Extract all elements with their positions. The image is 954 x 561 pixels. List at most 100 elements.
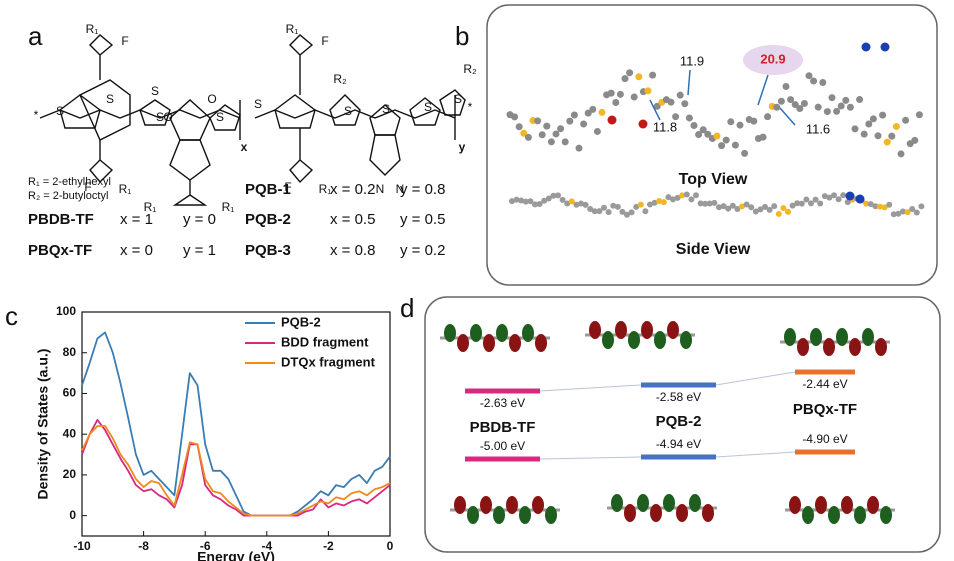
composition: y = 0.2	[400, 242, 445, 259]
polymer-name: PQB-2	[656, 413, 702, 430]
lobe	[545, 506, 557, 524]
atom	[570, 111, 578, 119]
atom	[794, 200, 801, 207]
legend-label: DTQx fragment	[281, 354, 376, 369]
pointer	[687, 69, 691, 96]
lobe	[854, 506, 866, 524]
atom	[826, 194, 833, 201]
atom	[566, 117, 574, 125]
atom	[846, 103, 854, 111]
view-label: Top View	[679, 171, 748, 188]
x-tick-label: -6	[200, 539, 211, 553]
atom	[688, 196, 695, 203]
x-tick-label: -4	[261, 539, 272, 553]
atom	[711, 199, 718, 206]
lobe	[611, 494, 623, 512]
atom	[591, 208, 598, 215]
lobe	[676, 504, 688, 522]
composition: x = 1	[120, 211, 153, 228]
atom-label: F	[284, 180, 291, 194]
pointer	[779, 107, 796, 126]
atom	[762, 203, 768, 210]
atom	[665, 194, 672, 201]
atom-label: R₁	[144, 200, 157, 214]
series-line	[81, 331, 391, 517]
composition: y = 1	[183, 242, 216, 259]
pointer	[757, 74, 769, 106]
chemical-structure	[39, 34, 466, 206]
atom	[605, 209, 612, 216]
atom	[628, 209, 635, 216]
atom	[538, 131, 546, 139]
lobe	[493, 506, 505, 524]
atom-label: R₁	[119, 182, 132, 196]
atom	[810, 77, 818, 85]
atom	[892, 122, 900, 130]
atom	[559, 196, 566, 203]
atom	[833, 107, 841, 115]
atom	[693, 192, 699, 199]
atom	[547, 138, 555, 146]
atom	[596, 208, 603, 215]
atom-label: S	[151, 84, 159, 98]
substituent-note: R₂ = 2-butyloctyl	[28, 190, 108, 202]
lobe	[667, 321, 679, 339]
atom	[886, 201, 893, 208]
atom	[610, 202, 617, 209]
lobe	[836, 328, 848, 346]
composition: x = 0	[120, 242, 153, 259]
composition: x = 0.5	[330, 211, 375, 228]
atom	[821, 193, 828, 200]
atom	[814, 103, 822, 111]
x-axis-title: Energy (eV)	[197, 549, 275, 561]
atom-label: F	[121, 34, 128, 48]
atom-label: *	[34, 108, 39, 122]
atom	[524, 133, 532, 141]
atom	[863, 200, 870, 207]
lobe	[789, 496, 801, 514]
connector	[715, 451, 796, 458]
lobe	[483, 334, 495, 352]
atom	[766, 206, 773, 213]
highlight	[743, 45, 803, 75]
atom	[536, 200, 543, 207]
atom	[593, 127, 601, 135]
atom	[909, 205, 916, 212]
atom	[674, 194, 681, 201]
lumo-value: -2.44 eV	[802, 377, 847, 391]
atom	[702, 200, 709, 207]
substituent-note: R₁ = 2-ethylhexyl	[28, 176, 111, 188]
atom	[895, 210, 902, 217]
lobe	[470, 324, 482, 342]
atom	[716, 204, 722, 211]
lobe	[615, 321, 627, 339]
atom	[660, 199, 667, 206]
lobe	[815, 496, 827, 514]
composition: y = 0.5	[400, 211, 445, 228]
atom	[589, 105, 597, 113]
atom	[860, 130, 868, 138]
atom	[706, 200, 713, 207]
panel-label: c	[5, 301, 18, 331]
atom	[817, 200, 824, 207]
atom	[855, 194, 865, 204]
atom	[911, 136, 919, 144]
lobe	[810, 328, 822, 346]
atom	[653, 102, 661, 110]
atom	[812, 196, 819, 203]
atom	[619, 208, 626, 215]
atom-label: S	[424, 100, 432, 114]
atom	[598, 108, 606, 116]
atom	[697, 200, 704, 207]
atom	[782, 82, 790, 90]
series-line	[81, 419, 391, 517]
atom	[856, 96, 864, 104]
atom	[573, 201, 580, 208]
atom	[869, 115, 877, 123]
atom	[837, 102, 845, 110]
atom	[626, 69, 634, 77]
y-axis-title: Density of States (a.u.)	[35, 349, 51, 500]
atom	[649, 71, 657, 79]
lobe	[650, 504, 662, 522]
atom	[752, 208, 759, 215]
